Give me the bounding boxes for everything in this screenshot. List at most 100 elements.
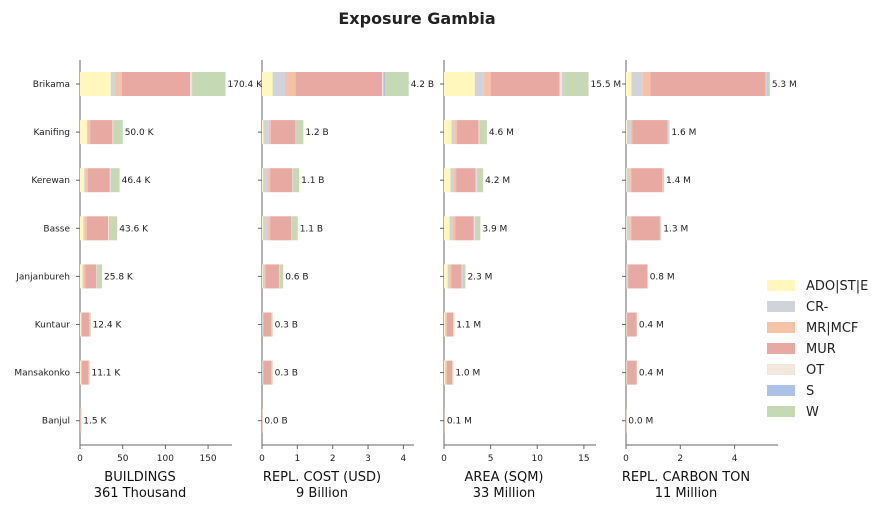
x-axis-total-label: 361 Thousand [94, 486, 187, 501]
category-label: Janjanbureh [15, 272, 70, 282]
x-tick-label: 0 [77, 454, 83, 464]
bar-segment-mr-mcf [484, 72, 491, 96]
bar-segment-cr- [444, 360, 446, 385]
bar-segment-w [271, 360, 273, 385]
bar-segment-mr-mcf [642, 72, 651, 96]
chart-legend: ADO|ST|E CR- MR|MCF MUR OT SW [767, 279, 868, 420]
legend-item: ADO|ST|E [767, 279, 868, 294]
x-tick-label: 150 [199, 454, 216, 464]
total-value-label: 1.3 M [663, 224, 688, 234]
bar-segment-ot [108, 216, 110, 241]
bar-segment-mur [631, 216, 660, 241]
bar-segment-cr- [626, 168, 631, 193]
bar-segment-mr-mcf [449, 264, 452, 289]
bar-segment-mur [490, 72, 560, 96]
category-label: Basse [43, 224, 70, 234]
bar-segment-cr- [86, 120, 88, 145]
total-value-label: 12.4 K [93, 321, 123, 331]
bar-segment-cr- [84, 168, 86, 193]
bar-segment-ado-st-e [444, 360, 445, 385]
bar-segment-ot [659, 216, 661, 241]
legend-item: W [767, 405, 819, 420]
bar-segment-w [96, 264, 103, 289]
legend-swatch [767, 301, 795, 312]
legend-swatch [767, 322, 795, 333]
bar-segment-mr-mcf [81, 312, 82, 337]
bar-segment-mur [631, 168, 663, 193]
bar-segment-mr-mcf [85, 168, 88, 193]
x-axis-label: BUILDINGS [104, 470, 175, 485]
legend-label: W [806, 405, 819, 420]
bar-segment-mur [446, 360, 453, 385]
bar-segment-ot [475, 168, 477, 193]
bar-segment-ot [667, 120, 669, 145]
bar-segment-ot [112, 120, 114, 145]
bar-segment-mr-mcf [87, 120, 91, 145]
bar-segment-mur [263, 312, 272, 337]
bar-segment-s [383, 72, 386, 96]
bar-segment-mur [121, 72, 191, 96]
bar-segment-mur [628, 264, 648, 289]
legend-label: MUR [806, 342, 836, 357]
bar-segment-ot [765, 72, 767, 96]
x-tick-label: 50 [117, 454, 129, 464]
total-value-label: 5.3 M [772, 80, 797, 90]
bar-segment-w [113, 120, 123, 145]
total-value-label: 50.0 K [125, 128, 155, 138]
bar-segment-mr-mcf [445, 360, 447, 385]
bar-segment-cr- [263, 216, 269, 241]
bar-segment-w [563, 72, 589, 96]
bar-segment-ado-st-e [444, 216, 450, 241]
bar-segment-mur [270, 120, 296, 145]
total-value-label: 0.3 B [275, 321, 298, 331]
x-tick-label: 15 [578, 454, 589, 464]
bar-segment-cr- [444, 312, 446, 337]
bar-segment-w [663, 168, 664, 193]
legend-label: MR|MCF [806, 321, 858, 336]
x-axis-label: AREA (SQM) [464, 470, 543, 485]
bar-segment-cr- [263, 120, 269, 145]
legend-item: MUR [767, 342, 836, 357]
bar-segment-mr-mcf [630, 120, 633, 145]
bar-segment-ado-st-e [80, 312, 81, 337]
bar-segment-mur [87, 168, 110, 193]
bar-segment-mur [86, 216, 109, 241]
total-value-label: 0.4 M [639, 369, 664, 379]
bar-segment-mur [270, 216, 292, 241]
bar-segment-ado-st-e [262, 72, 273, 96]
legend-swatch [767, 406, 795, 417]
bar-segment-ado-st-e [80, 120, 87, 145]
category-label: Banjul [42, 417, 70, 427]
bar-segment-ado-st-e [626, 216, 627, 241]
bar-segment-w [292, 168, 300, 193]
bar-segment-cr- [626, 264, 628, 289]
total-value-label: 1.2 B [305, 128, 328, 138]
bar-segment-ado-st-e [262, 216, 264, 241]
bar-segment-ado-st-e [262, 264, 263, 289]
legend-label: CR- [806, 300, 829, 315]
total-value-label: 3.9 M [482, 224, 507, 234]
panel-4: 5.3 M 1.6 M 1.4 M 1.3 M 0.8 M 0.4 M 0.4 M 0.0 M… [622, 60, 797, 501]
bar-segment-cr- [626, 312, 627, 337]
bar-segment-ado-st-e [444, 120, 452, 145]
bar-segment-ot [559, 72, 563, 96]
legend-item: CR- [767, 300, 829, 315]
total-value-label: 0.1 M [447, 417, 472, 427]
legend-swatch [767, 385, 795, 396]
bar-segment-mur [457, 120, 479, 145]
chart-panels: Brikama 170.4 K Kanifing 50.0 K Kerewan 46.4 … [14, 60, 797, 501]
bar-segment-mr-mcf [630, 168, 632, 193]
bar-segment-ado-st-e [80, 216, 84, 241]
bar-segment-w [296, 120, 304, 145]
bar-segment-mur [265, 264, 279, 289]
bar-segment-mr-mcf [84, 216, 87, 241]
bar-segment-mur [627, 360, 637, 385]
bar-segment-ado-st-e [80, 360, 81, 385]
x-tick-label: 3 [365, 454, 371, 464]
bar-segment-ot [662, 168, 664, 193]
total-value-label: 2.3 M [467, 272, 492, 282]
bar-segment-ot [190, 72, 192, 96]
total-value-label: 4.6 M [489, 128, 514, 138]
bar-segment-mur [632, 120, 668, 145]
bar-segment-mr-mcf [268, 168, 271, 193]
